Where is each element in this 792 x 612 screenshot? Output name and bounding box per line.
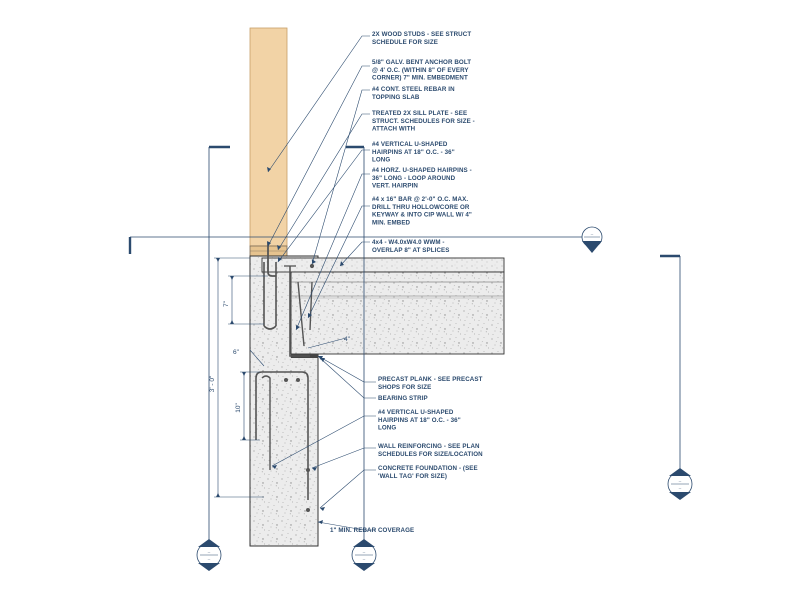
svg-text:--: -- bbox=[363, 556, 366, 561]
svg-text:--: -- bbox=[591, 238, 594, 243]
precast-plank bbox=[290, 271, 505, 355]
callout-note-line: 1" MIN. REBAR COVERAGE bbox=[330, 527, 414, 534]
dimension-4in: 4" bbox=[344, 336, 351, 343]
callout-note-line: 4x4 - W4.0xW4.0 WWM - bbox=[372, 239, 445, 246]
callout-note: #4 x 16" BAR @ 2'-0" O.C. MAX. DRILL THRU… bbox=[372, 196, 472, 226]
callout-note-line: TREATED 2X SILL PLATE - SEE bbox=[372, 110, 467, 117]
svg-text:--: -- bbox=[363, 549, 366, 554]
callout-note-line: OVERLAP 8" AT SPLICES bbox=[372, 247, 449, 254]
callout-note: #4 CONT. STEEL REBAR IN TOPPING SLAB bbox=[372, 86, 455, 101]
callout-note-line: 'WALL TAG' FOR SIZE) bbox=[378, 473, 447, 480]
callout-note-line: HAIRPINS AT 18" O.C. - 36" bbox=[372, 149, 455, 156]
dimension-6in: 6" bbox=[233, 349, 240, 356]
svg-text:--: -- bbox=[679, 485, 682, 490]
vertical-hairpin-upper bbox=[263, 262, 277, 326]
callout-note-line: #4 CONT. STEEL REBAR IN bbox=[372, 86, 455, 93]
callout-note-line: KEYWAY & INTO CIP WALL W/ 4" bbox=[372, 212, 472, 219]
callout-note-line: 36" LONG - LOOP AROUND bbox=[372, 175, 456, 182]
svg-text:--: -- bbox=[208, 549, 211, 554]
wood-studs bbox=[249, 27, 288, 247]
callout-note-line: MIN. EMBED bbox=[372, 219, 411, 226]
dowel-bar bbox=[297, 281, 313, 347]
callout-note-line: #4 VERTICAL U-SHAPED bbox=[372, 141, 448, 148]
callout-note-line: 2X WOOD STUDS - SEE STRUCT bbox=[372, 31, 471, 38]
callout-note-line: SHOPS FOR SIZE bbox=[378, 384, 431, 391]
callout-note-line: #4 x 16" BAR @ 2'-0" O.C. MAX. bbox=[372, 196, 468, 203]
callout-note-line: CONCRETE FOUNDATION - (SEE bbox=[378, 465, 478, 472]
callout-note-line: CORNER) 7" MIN. EMBEDMENT bbox=[372, 75, 468, 82]
topping-rebar bbox=[309, 263, 315, 269]
callout-note: #4 VERTICAL U-SHAPED HAIRPINS AT 18" O.C.… bbox=[378, 409, 461, 432]
callout-note: TREATED 2X SILL PLATE - SEE STRUCT. SCHED… bbox=[372, 110, 475, 133]
callout-note-line: SCHEDULE FOR SIZE bbox=[372, 39, 438, 46]
callout-note-line: LONG bbox=[372, 157, 390, 164]
svg-text:--: -- bbox=[679, 478, 682, 483]
section-tag: -- -- bbox=[667, 468, 693, 500]
dimension-3ft: 3' - 0" bbox=[209, 375, 216, 392]
dimension-7in: 7" bbox=[223, 300, 230, 307]
callout-note-line: ATTACH WITH bbox=[372, 126, 416, 133]
svg-text:--: -- bbox=[591, 231, 594, 236]
callout-note: 2X WOOD STUDS - SEE STRUCT SCHEDULE FOR S… bbox=[372, 31, 471, 46]
callout-note-line: DRILL THRU HOLLOWCORE OR bbox=[372, 204, 470, 211]
callout-note-line: #4 HORZ. U-SHAPED HAIRPINS - bbox=[372, 167, 472, 174]
callout-note: CONCRETE FOUNDATION - (SEE 'WALL TAG' FOR… bbox=[378, 465, 478, 480]
topping-slab bbox=[261, 257, 505, 273]
callout-note-line: PRECAST PLANK - SEE PRECAST bbox=[378, 376, 483, 383]
section-tag: -- -- bbox=[351, 539, 377, 571]
section-tag: -- -- bbox=[196, 539, 222, 571]
rebar-group bbox=[255, 242, 315, 512]
callout-note-line: HAIRPINS AT 18" O.C. - 36" bbox=[378, 417, 461, 424]
callout-note-line: LONG bbox=[378, 425, 396, 432]
callout-note: 1" MIN. REBAR COVERAGE bbox=[330, 527, 414, 534]
callout-note: 4x4 - W4.0xW4.0 WWM -OVERLAP 8" AT SPLIC… bbox=[372, 239, 449, 254]
callout-note-line: 5/8" GALV. BENT ANCHOR BOLT bbox=[372, 59, 471, 66]
svg-text:--: -- bbox=[208, 556, 211, 561]
callout-note: #4 VERTICAL U-SHAPED HAIRPINS AT 18" O.C.… bbox=[372, 141, 455, 164]
callout-note: #4 HORZ. U-SHAPED HAIRPINS -36" LONG - L… bbox=[372, 167, 472, 190]
callout-note: BEARING STRIP bbox=[378, 395, 428, 402]
callout-note-line: #4 VERTICAL U-SHAPED bbox=[378, 409, 454, 416]
callout-note-line: VERT. HAIRPIN bbox=[372, 183, 418, 190]
callout-note: WALL REINFORCING - SEE PLAN SCHEDULES FOR… bbox=[378, 443, 483, 458]
dimension-10in: 10" bbox=[235, 403, 242, 413]
callout-note-line: BEARING STRIP bbox=[378, 395, 428, 402]
callout-note-line: SCHEDULES FOR SIZE/LOCATION bbox=[378, 451, 483, 458]
horizontal-hairpin bbox=[289, 266, 310, 357]
callout-note-line: STRUCT. SCHEDULES FOR SIZE - bbox=[372, 118, 475, 125]
section-tag: -- -- bbox=[581, 226, 603, 253]
callout-note-line: TOPPING SLAB bbox=[372, 94, 420, 101]
callout-note: PRECAST PLANK - SEE PRECAST SHOPS FOR SIZ… bbox=[378, 376, 483, 391]
callout-note: 5/8" GALV. BENT ANCHOR BOLT @ 4' O.C. (WI… bbox=[372, 59, 471, 82]
callout-note-line: WALL REINFORCING - SEE PLAN bbox=[378, 443, 480, 450]
callout-note-line: @ 4' O.C. (WITHIN 8" OF EVERY bbox=[372, 67, 469, 74]
vertical-hairpin-lower bbox=[255, 371, 309, 500]
